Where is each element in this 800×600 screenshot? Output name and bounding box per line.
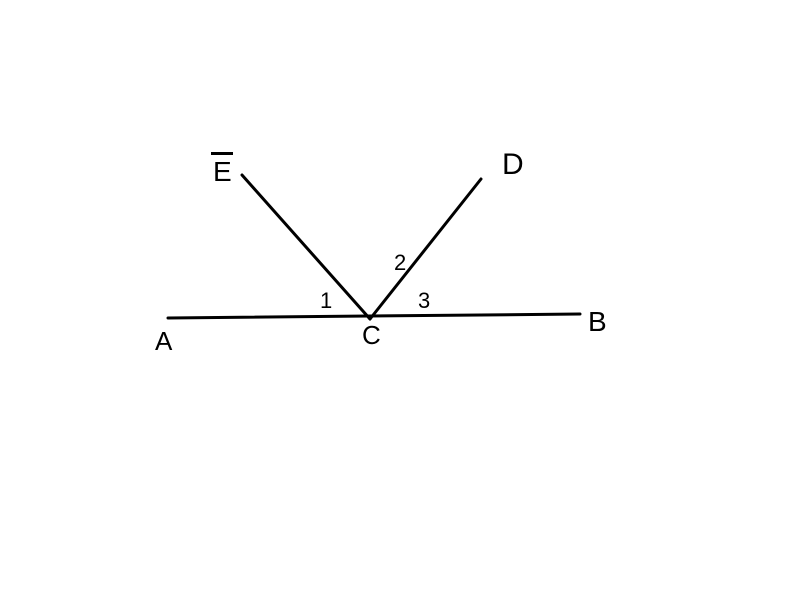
angle-label-3: 3 <box>418 290 430 312</box>
point-label-B: B <box>588 308 607 336</box>
line-C-E <box>242 175 370 319</box>
lines-group <box>168 175 580 319</box>
point-label-E: E <box>213 158 232 186</box>
diagram-canvas: E D A C B 1 23 <box>0 0 800 600</box>
angle-label-2: 2 <box>394 252 406 274</box>
point-label-A: A <box>155 328 172 354</box>
angle-label-1: 1 <box>320 290 332 312</box>
point-label-D: D <box>502 150 524 180</box>
point-label-E-bar <box>211 152 233 155</box>
geometry-svg <box>0 0 800 600</box>
point-label-C: C <box>362 322 381 348</box>
